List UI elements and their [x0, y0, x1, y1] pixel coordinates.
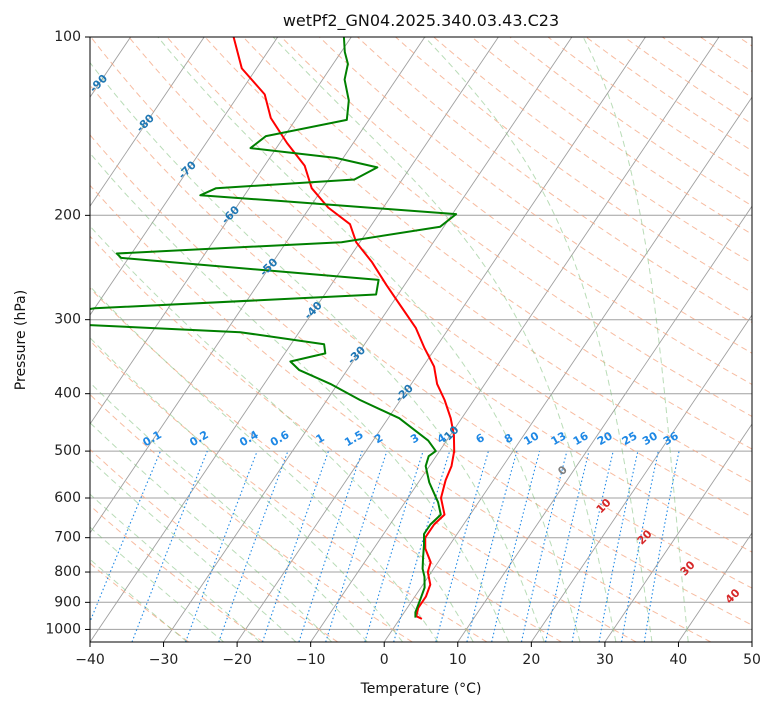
- y-tick-label: 200: [54, 207, 81, 223]
- x-tick-label: 40: [670, 652, 688, 668]
- y-tick-label: 900: [54, 594, 81, 610]
- y-tick-label: 400: [54, 386, 81, 402]
- y-tick-label: 100: [54, 29, 81, 45]
- y-tick-label: 1000: [45, 621, 81, 637]
- x-axis-title: Temperature (°C): [360, 681, 482, 697]
- x-tick-label: −40: [75, 652, 105, 668]
- x-tick-label: −30: [149, 652, 179, 668]
- y-axis-title: Pressure (hPa): [13, 290, 29, 390]
- x-tick-label: 20: [522, 652, 540, 668]
- x-tick-label: −10: [296, 652, 326, 668]
- y-tick-label: 600: [54, 490, 81, 506]
- y-tick-label: 300: [54, 312, 81, 328]
- chart-title: wetPf2_GN04.2025.340.03.43.C23: [283, 11, 559, 31]
- y-tick-label: 700: [54, 530, 81, 546]
- x-tick-label: 50: [743, 652, 761, 668]
- x-tick-label: 0: [380, 652, 389, 668]
- y-tick-label: 800: [54, 564, 81, 580]
- x-tick-label: 30: [596, 652, 614, 668]
- y-tick-label: 500: [54, 443, 81, 459]
- x-tick-label: −20: [222, 652, 252, 668]
- x-tick-label: 10: [449, 652, 467, 668]
